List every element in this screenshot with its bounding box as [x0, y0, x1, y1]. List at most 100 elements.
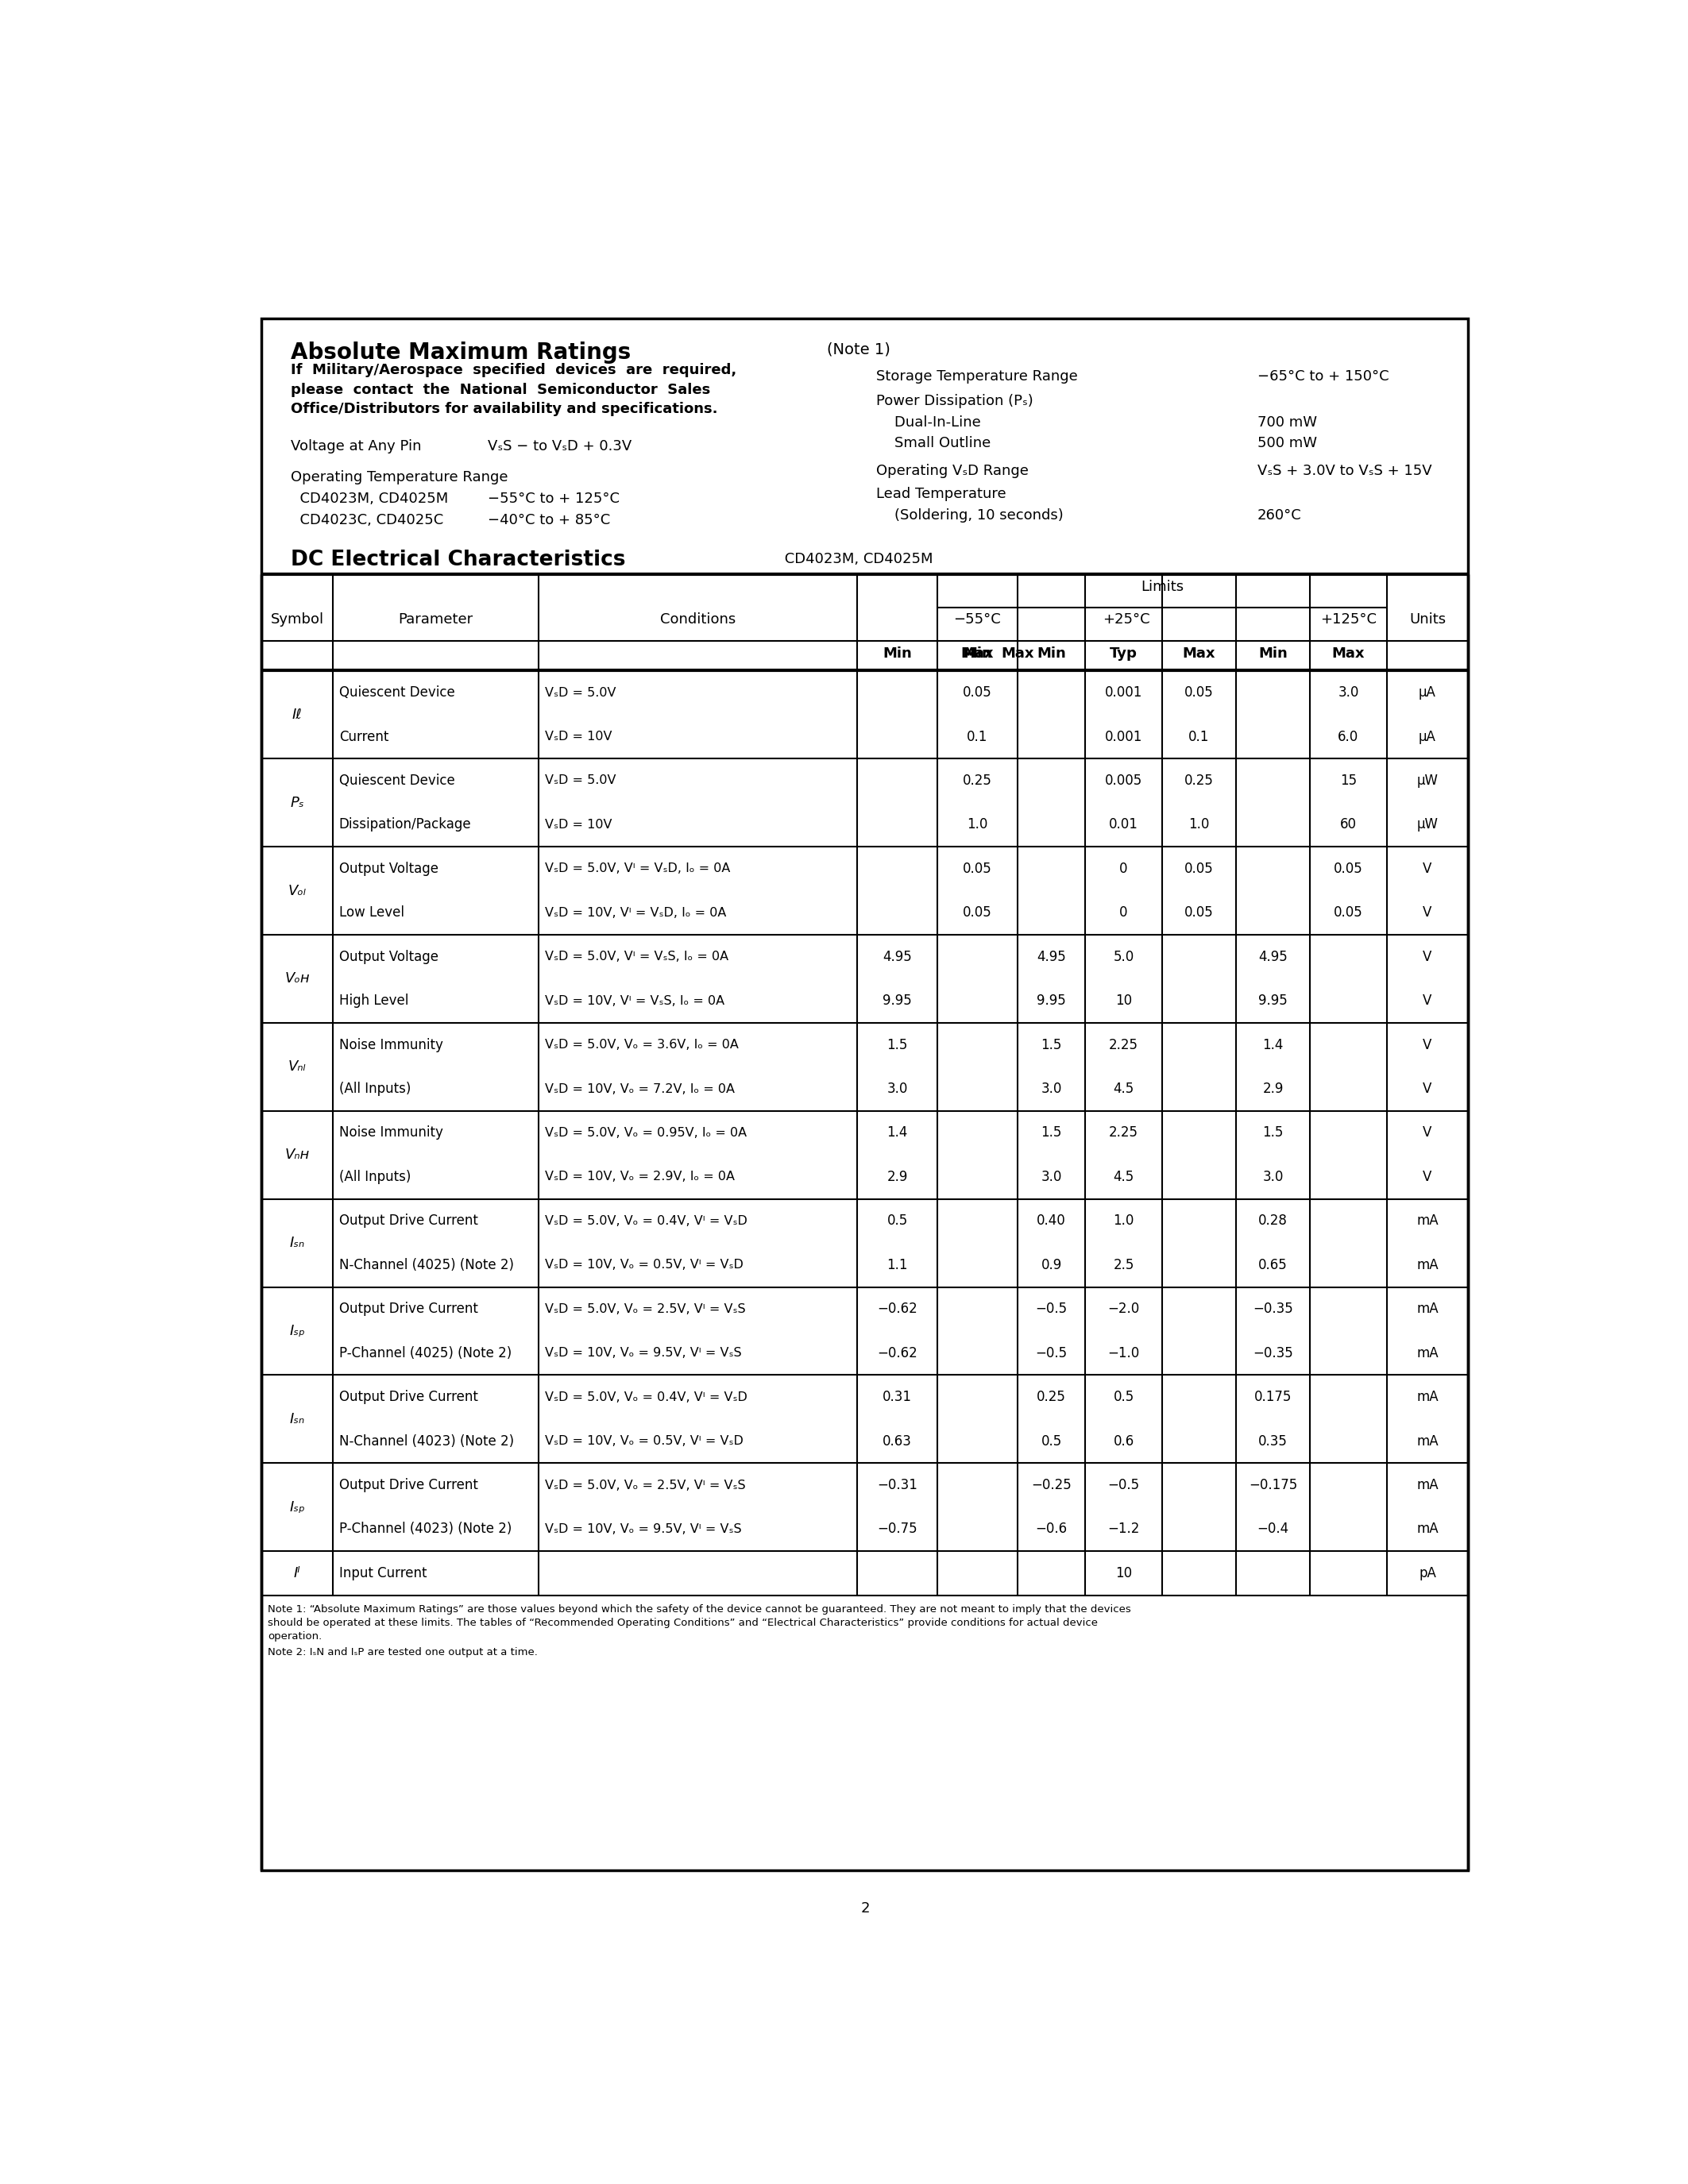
Text: 1.0: 1.0 — [967, 817, 987, 832]
Text: Dissipation/Package: Dissipation/Package — [339, 817, 471, 832]
Text: 4.95: 4.95 — [1036, 950, 1065, 963]
Text: V: V — [1423, 906, 1431, 919]
Text: P-Channel (4023) (Note 2): P-Channel (4023) (Note 2) — [339, 1522, 511, 1535]
Text: −0.62: −0.62 — [878, 1302, 918, 1317]
Text: Vₙʜ: Vₙʜ — [285, 1149, 309, 1162]
Text: −0.35: −0.35 — [1252, 1302, 1293, 1317]
Text: 0.1: 0.1 — [1188, 729, 1210, 745]
Text: VₛD = 5.0V, Vᴵ = VₛS, Iₒ = 0A: VₛD = 5.0V, Vᴵ = VₛS, Iₒ = 0A — [545, 950, 728, 963]
Text: mA: mA — [1416, 1389, 1438, 1404]
Text: 2.25: 2.25 — [1109, 1125, 1138, 1140]
Text: V: V — [1423, 950, 1431, 963]
Text: Min: Min — [883, 646, 912, 660]
Text: 0.5: 0.5 — [1114, 1389, 1134, 1404]
Text: 3.0: 3.0 — [1041, 1171, 1062, 1184]
Text: mA: mA — [1416, 1435, 1438, 1448]
Text: Units: Units — [1409, 612, 1447, 627]
Text: Min: Min — [1258, 646, 1288, 660]
Text: If  Military/Aerospace  specified  devices  are  required,: If Military/Aerospace specified devices … — [290, 363, 738, 378]
Text: μA: μA — [1420, 686, 1436, 699]
Text: 0.05: 0.05 — [962, 686, 993, 699]
Text: 3.0: 3.0 — [886, 1081, 908, 1096]
Text: V: V — [1423, 1081, 1431, 1096]
Text: 9.95: 9.95 — [1258, 994, 1288, 1009]
Text: Voltage at Any Pin: Voltage at Any Pin — [290, 439, 422, 454]
Text: 1.0: 1.0 — [1112, 1214, 1134, 1227]
Text: Min: Min — [1036, 646, 1065, 660]
Text: 4.95: 4.95 — [1258, 950, 1288, 963]
Text: 1.5: 1.5 — [1041, 1037, 1062, 1053]
Text: (Soldering, 10 seconds): (Soldering, 10 seconds) — [876, 509, 1063, 522]
Text: CD4023M, CD4025M: CD4023M, CD4025M — [290, 491, 449, 507]
Text: Iₛₙ: Iₛₙ — [290, 1411, 306, 1426]
Text: mA: mA — [1416, 1522, 1438, 1535]
Text: Iₛₚ: Iₛₚ — [289, 1500, 306, 1514]
Text: Vₒₗ: Vₒₗ — [289, 885, 306, 898]
Text: Operating Temperature Range: Operating Temperature Range — [290, 470, 508, 485]
Text: Storage Temperature Range: Storage Temperature Range — [876, 369, 1077, 384]
Text: 0.40: 0.40 — [1036, 1214, 1065, 1227]
Text: V: V — [1423, 1171, 1431, 1184]
Text: μW: μW — [1416, 773, 1438, 788]
Text: Iᴵ: Iᴵ — [294, 1566, 300, 1581]
Text: Vₒʜ: Vₒʜ — [285, 972, 311, 985]
Text: Pₛ: Pₛ — [290, 795, 304, 810]
Text: Note 1: “Absolute Maximum Ratings” are those values beyond which the safety of t: Note 1: “Absolute Maximum Ratings” are t… — [268, 1605, 1131, 1614]
Text: 4.5: 4.5 — [1114, 1171, 1134, 1184]
Text: 0.05: 0.05 — [1185, 906, 1214, 919]
Text: Noise Immunity: Noise Immunity — [339, 1037, 442, 1053]
Text: −0.4: −0.4 — [1258, 1522, 1290, 1535]
Text: 0.31: 0.31 — [883, 1389, 912, 1404]
Text: −0.25: −0.25 — [1031, 1479, 1072, 1492]
Text: CD4023C, CD4025C: CD4023C, CD4025C — [290, 513, 444, 526]
Text: −0.175: −0.175 — [1249, 1479, 1298, 1492]
Text: −0.31: −0.31 — [878, 1479, 918, 1492]
Text: VₛD = 5.0V, Vₒ = 0.95V, Iₒ = 0A: VₛD = 5.0V, Vₒ = 0.95V, Iₒ = 0A — [545, 1127, 746, 1138]
Text: 1.4: 1.4 — [1263, 1037, 1283, 1053]
Text: +25°C: +25°C — [1102, 612, 1151, 627]
Text: 2.5: 2.5 — [1112, 1258, 1134, 1271]
Text: Dual-In-Line: Dual-In-Line — [876, 415, 981, 430]
Text: −55°C: −55°C — [954, 612, 1001, 627]
Text: 0.05: 0.05 — [1185, 686, 1214, 699]
Text: 0.9: 0.9 — [1041, 1258, 1062, 1271]
Text: should be operated at these limits. The tables of “Recommended Operating Conditi: should be operated at these limits. The … — [268, 1618, 1097, 1627]
Text: 10: 10 — [1116, 994, 1133, 1009]
Text: Lead Temperature: Lead Temperature — [876, 487, 1006, 500]
Text: −2.0: −2.0 — [1107, 1302, 1139, 1317]
Text: Max: Max — [960, 646, 994, 660]
Text: VₛD = 10V, Vᴵ = VₛS, Iₒ = 0A: VₛD = 10V, Vᴵ = VₛS, Iₒ = 0A — [545, 996, 724, 1007]
Text: Current: Current — [339, 729, 388, 745]
Text: 2.9: 2.9 — [886, 1171, 908, 1184]
Text: operation.: operation. — [268, 1631, 322, 1642]
Text: VₛD = 5.0V, Vₒ = 3.6V, Iₒ = 0A: VₛD = 5.0V, Vₒ = 3.6V, Iₒ = 0A — [545, 1040, 738, 1051]
Text: Iℓ: Iℓ — [292, 708, 302, 721]
Text: please  contact  the  National  Semiconductor  Sales: please contact the National Semiconducto… — [290, 382, 711, 397]
Text: 0.63: 0.63 — [883, 1435, 912, 1448]
Text: Min: Min — [962, 646, 993, 660]
Text: 1.1: 1.1 — [886, 1258, 908, 1271]
Text: Limits: Limits — [1141, 581, 1183, 594]
Text: High Level: High Level — [339, 994, 408, 1009]
Text: 5.0: 5.0 — [1114, 950, 1134, 963]
Text: 0.65: 0.65 — [1258, 1258, 1288, 1271]
Text: −0.5: −0.5 — [1107, 1479, 1139, 1492]
Text: 9.95: 9.95 — [1036, 994, 1065, 1009]
Text: Symbol: Symbol — [270, 612, 324, 627]
Text: VₛD = 10V, Vₒ = 9.5V, Vᴵ = VₛS: VₛD = 10V, Vₒ = 9.5V, Vᴵ = VₛS — [545, 1348, 741, 1358]
Text: mA: mA — [1416, 1214, 1438, 1227]
Text: 1.4: 1.4 — [886, 1125, 908, 1140]
Text: 0.6: 0.6 — [1114, 1435, 1134, 1448]
Text: 0.5: 0.5 — [886, 1214, 908, 1227]
Text: Output Drive Current: Output Drive Current — [339, 1389, 478, 1404]
Text: VₛD = 10V: VₛD = 10V — [545, 732, 611, 743]
Text: VₛD = 10V, Vₒ = 9.5V, Vᴵ = VₛS: VₛD = 10V, Vₒ = 9.5V, Vᴵ = VₛS — [545, 1522, 741, 1535]
Text: V: V — [1423, 1037, 1431, 1053]
Text: 0.175: 0.175 — [1254, 1389, 1291, 1404]
Text: 2: 2 — [861, 1900, 869, 1915]
Text: 0.35: 0.35 — [1258, 1435, 1288, 1448]
Text: 0.1: 0.1 — [967, 729, 987, 745]
Text: Noise Immunity: Noise Immunity — [339, 1125, 442, 1140]
Text: 0.5: 0.5 — [1041, 1435, 1062, 1448]
Text: V: V — [1423, 1125, 1431, 1140]
